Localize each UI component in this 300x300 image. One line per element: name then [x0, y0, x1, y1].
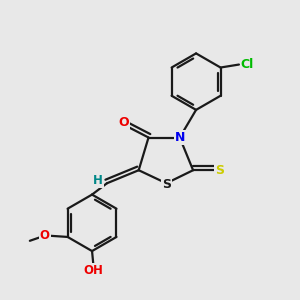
Text: O: O	[118, 116, 129, 129]
Text: N: N	[175, 131, 185, 144]
Text: OH: OH	[84, 264, 103, 277]
Text: Cl: Cl	[241, 58, 254, 71]
Text: O: O	[40, 229, 50, 242]
Text: S: S	[162, 178, 171, 191]
Text: H: H	[93, 174, 103, 187]
Text: S: S	[215, 164, 224, 177]
